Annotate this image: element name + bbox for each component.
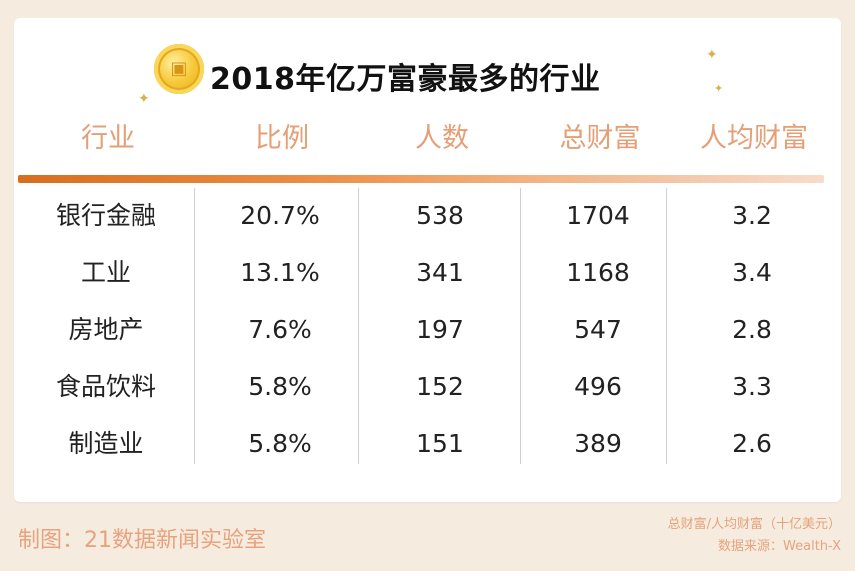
table-cell: 547 xyxy=(574,315,622,344)
column-divider xyxy=(666,188,667,464)
table-cell: 2.6 xyxy=(732,429,772,458)
sparkle-icon: ✦ xyxy=(138,91,150,107)
table-cell: 5.8% xyxy=(248,429,312,458)
column-header: 人数 xyxy=(415,123,469,154)
column-header: 比例 xyxy=(255,123,309,154)
column-divider xyxy=(358,188,359,464)
unit-note: 总财富/人均财富（十亿美元） xyxy=(667,517,841,532)
table-cell: 538 xyxy=(416,201,464,230)
table-cell: 13.1% xyxy=(240,258,320,287)
table-cell: 2.8 xyxy=(732,315,772,344)
table-cell: 20.7% xyxy=(240,201,320,230)
column-header: 总财富 xyxy=(559,123,641,154)
column-header: 人均财富 xyxy=(700,123,808,154)
table-cell: 工业 xyxy=(80,258,131,287)
table-cell: 3.4 xyxy=(732,258,772,287)
table-cell: 197 xyxy=(416,315,464,344)
table-cell: 1704 xyxy=(566,201,630,230)
column-divider xyxy=(520,188,521,464)
table-cell: 银行金融 xyxy=(55,201,156,230)
table-cell: 496 xyxy=(574,372,622,401)
sparkle-icon: ✦ xyxy=(714,82,724,95)
table-cell: 151 xyxy=(416,429,464,458)
source-block: 总财富/人均财富（十亿美元） 数据来源：Wealth-X xyxy=(668,514,841,558)
table-cell: 341 xyxy=(416,258,464,287)
table-row: 食品饮料 5.8% 152 496 3.3 xyxy=(18,359,824,415)
table-row: 房地产 7.6% 197 547 2.8 xyxy=(18,302,824,358)
table-header: 行业 比例 人数 总财富 人均财富 xyxy=(20,113,826,165)
table-row: 银行金融 20.7% 538 1704 3.2 xyxy=(18,188,824,244)
table-cell: 制造业 xyxy=(68,429,144,458)
table-card: ▣ ✦ ✦ ✦ 2018年亿万富豪最多的行业 xyxy=(14,18,841,502)
header-divider-bar xyxy=(18,175,824,183)
source-text: 数据来源：Wealth-X xyxy=(718,539,841,554)
page-title: 2018年亿万富豪最多的行业 xyxy=(210,62,601,97)
table-cell: 房地产 xyxy=(68,315,144,344)
table-row: 工业 13.1% 341 1168 3.4 xyxy=(18,245,824,301)
sparkle-icon: ✦ xyxy=(706,47,718,63)
table-cell: 3.2 xyxy=(732,201,772,230)
table-cell: 3.3 xyxy=(732,372,772,401)
table-row: 制造业 5.8% 151 389 2.6 xyxy=(18,416,824,472)
table-cell: 389 xyxy=(574,429,622,458)
credit-text: 制图：21数据新闻实验室 xyxy=(18,528,266,553)
title-area: ▣ ✦ ✦ ✦ 2018年亿万富豪最多的行业 xyxy=(14,18,841,120)
coin-face-icon: ▣ xyxy=(170,58,188,79)
column-divider xyxy=(194,188,195,464)
column-header: 行业 xyxy=(81,123,135,154)
table-cell: 1168 xyxy=(566,258,630,287)
table-cell: 食品饮料 xyxy=(55,372,156,401)
coin-icon: ▣ xyxy=(154,44,204,94)
table-cell: 5.8% xyxy=(248,372,312,401)
table-body: 银行金融 20.7% 538 1704 3.2 工业 13.1% 341 1168 3.4 房地产 7… xyxy=(18,188,824,468)
table-cell: 7.6% xyxy=(248,315,312,344)
table-cell: 152 xyxy=(416,372,464,401)
